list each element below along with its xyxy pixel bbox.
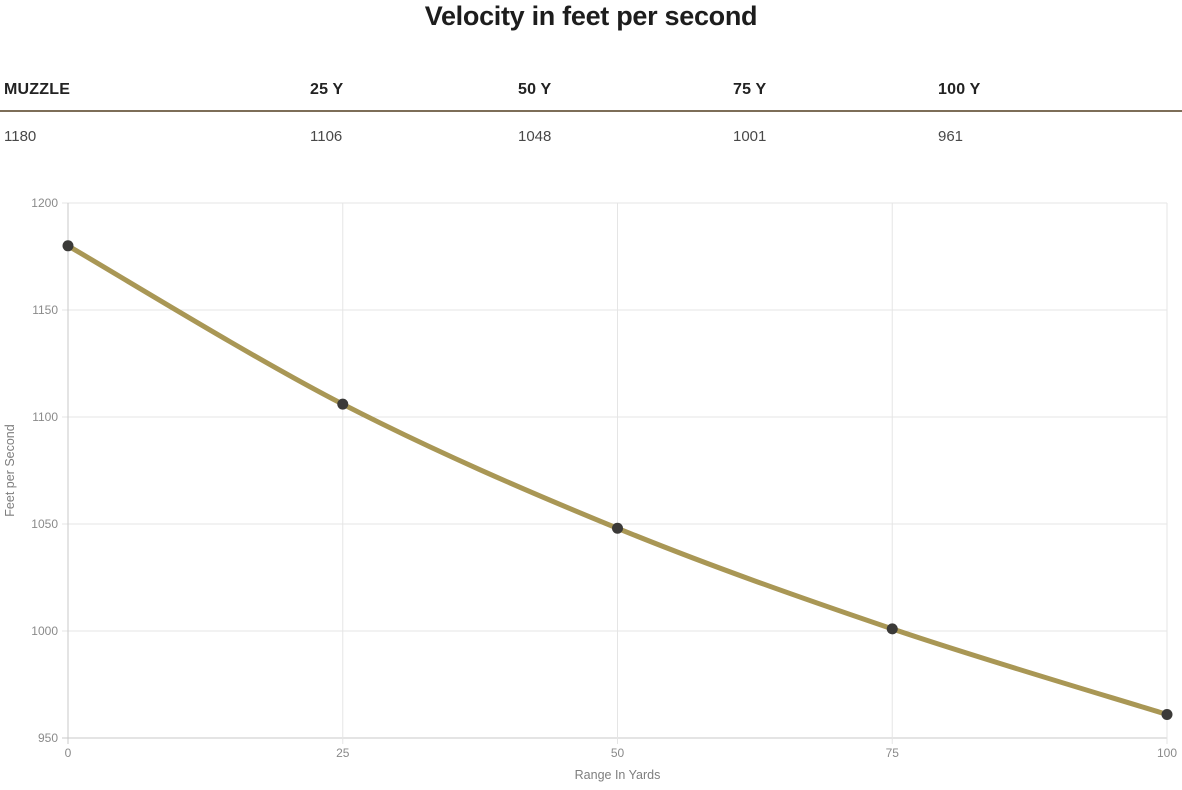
data-point[interactable] [612,522,623,534]
column-header-50y: 50 Y [518,81,552,98]
velocity-chart[interactable]: 950 1000 1050 1100 1150 1200 0 25 50 75 100 Range I… [0,185,1182,785]
value-muzzle: 1180 [4,128,37,145]
page-title: Velocity in feet per second [424,1,758,31]
y-axis-title: Feet per Second [3,424,17,516]
y-tick-label: 950 [38,731,58,745]
column-header-25y: 25 Y [310,81,344,98]
y-tick-label: 1200 [31,196,58,210]
x-tick-label: 0 [65,746,72,760]
x-axis-title: Range In Yards [575,768,661,782]
data-point[interactable] [62,240,74,252]
data-point[interactable] [1161,708,1173,720]
velocity-table-value-row: 1180 1106 1048 1001 961 [0,112,1182,146]
x-tick-label: 75 [886,746,900,760]
value-25y: 1106 [310,128,343,145]
velocity-table-header-row: MUZZLE 25 Y 50 Y 75 Y 100 Y [0,80,1182,112]
y-tick-label: 1000 [31,624,58,638]
x-tick-label: 50 [611,746,625,760]
y-tick-label: 1150 [32,303,58,317]
y-tick-label: 1100 [32,410,58,424]
column-header-muzzle: MUZZLE [4,81,71,98]
x-tick-label: 25 [336,746,350,760]
data-point[interactable] [337,398,349,410]
value-100y: 961 [938,128,964,145]
value-50y: 1048 [518,128,552,145]
velocity-chart-area: 950 1000 1050 1100 1150 1200 0 25 50 75 100 Range I… [0,185,1182,790]
value-75y: 1001 [733,128,767,145]
data-point[interactable] [886,623,898,635]
velocity-table: MUZZLE 25 Y 50 Y 75 Y 100 Y 1180 1106 10… [0,80,1182,146]
y-tick-label: 1050 [31,517,58,531]
x-tick-label: 100 [1157,746,1177,760]
column-header-75y: 75 Y [733,81,767,98]
column-header-100y: 100 Y [938,81,981,98]
